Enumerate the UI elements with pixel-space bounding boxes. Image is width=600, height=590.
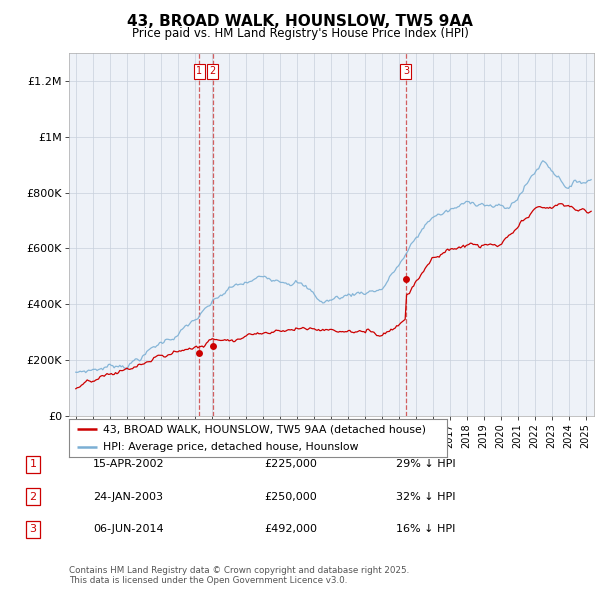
Text: 06-JUN-2014: 06-JUN-2014 bbox=[93, 525, 164, 534]
Text: 3: 3 bbox=[403, 66, 409, 76]
Text: 16% ↓ HPI: 16% ↓ HPI bbox=[396, 525, 455, 534]
Text: 32% ↓ HPI: 32% ↓ HPI bbox=[396, 492, 455, 502]
Text: £492,000: £492,000 bbox=[264, 525, 317, 534]
Text: 3: 3 bbox=[29, 525, 37, 534]
Text: 2: 2 bbox=[209, 66, 216, 76]
Text: Contains HM Land Registry data © Crown copyright and database right 2025.
This d: Contains HM Land Registry data © Crown c… bbox=[69, 566, 409, 585]
Text: Price paid vs. HM Land Registry's House Price Index (HPI): Price paid vs. HM Land Registry's House … bbox=[131, 27, 469, 40]
Text: 15-APR-2002: 15-APR-2002 bbox=[93, 460, 164, 469]
Text: £225,000: £225,000 bbox=[264, 460, 317, 469]
Text: 2: 2 bbox=[29, 492, 37, 502]
Text: £250,000: £250,000 bbox=[264, 492, 317, 502]
Text: 43, BROAD WALK, HOUNSLOW, TW5 9AA: 43, BROAD WALK, HOUNSLOW, TW5 9AA bbox=[127, 14, 473, 29]
Text: 29% ↓ HPI: 29% ↓ HPI bbox=[396, 460, 455, 469]
Text: HPI: Average price, detached house, Hounslow: HPI: Average price, detached house, Houn… bbox=[103, 442, 359, 452]
Text: 1: 1 bbox=[29, 460, 37, 469]
Text: 1: 1 bbox=[196, 66, 203, 76]
Text: 43, BROAD WALK, HOUNSLOW, TW5 9AA (detached house): 43, BROAD WALK, HOUNSLOW, TW5 9AA (detac… bbox=[103, 424, 426, 434]
Text: 24-JAN-2003: 24-JAN-2003 bbox=[93, 492, 163, 502]
